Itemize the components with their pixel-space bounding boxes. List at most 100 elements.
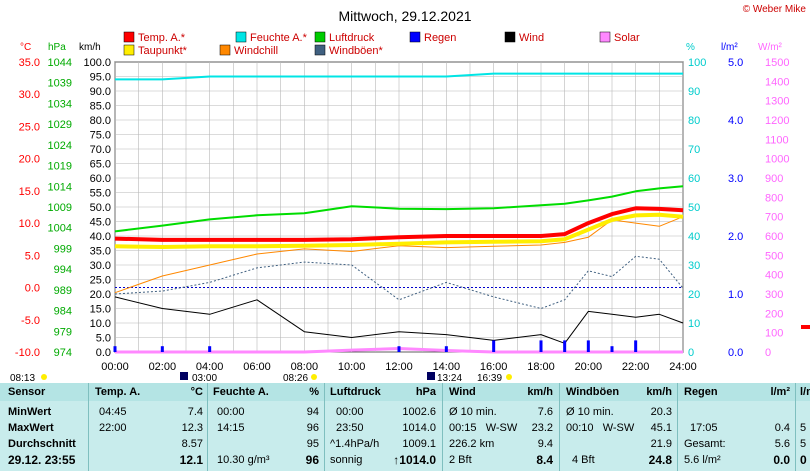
tick-label-rain: 2.0 — [728, 231, 743, 243]
tick-label-humidity: 50 — [688, 202, 700, 214]
tick-label-wind: 85.0 — [90, 101, 111, 113]
wind-beaufort: 2 Bft — [449, 454, 472, 466]
temp-min-value: 7.4 — [187, 406, 203, 418]
sun-icon — [506, 374, 512, 380]
table-header-band — [0, 383, 810, 401]
pressure-min-value: 1002.6 — [402, 406, 436, 418]
tick-label-humidity: 0 — [688, 347, 694, 359]
tick-label-pressure: 984 — [54, 306, 72, 318]
tick-label-pressure: 1029 — [48, 119, 72, 131]
legend-label: Solar — [614, 32, 640, 44]
wind-max-time-dir: 00:15 W-SW — [449, 422, 518, 434]
tick-label-time: 20:00 — [575, 361, 603, 373]
tick-label-solar: 0 — [765, 347, 771, 359]
moon-icon — [180, 372, 188, 380]
gust-max-value: 45.1 — [650, 422, 672, 434]
tick-label-humidity: 80 — [688, 115, 700, 127]
tick-label-pressure: 1014 — [48, 181, 72, 193]
wind-unit: km/h — [527, 386, 553, 398]
pressure-trend: ^1.4hPa/h — [330, 438, 380, 450]
forecast-text: sonnig — [330, 454, 363, 466]
credit-text: © Weber Mike — [743, 4, 807, 15]
series-line-taupunkt — [114, 212, 684, 249]
column-divider — [324, 383, 325, 471]
humidity-min-value: 94 — [306, 406, 319, 418]
tick-label-time: 08:00 — [291, 361, 319, 373]
series-line-wind — [114, 296, 684, 344]
series-line-windchill — [114, 216, 684, 294]
legend-swatch — [123, 44, 135, 56]
summary-table: Sensor MinWert MaxWert Durchschnitt 29.1… — [0, 383, 810, 471]
temp-unit: °C — [190, 386, 203, 398]
tick-label-wind: 15.0 — [90, 304, 111, 316]
tick-label-time: 10:00 — [338, 361, 366, 373]
column-divider — [442, 383, 443, 471]
humidity-unit: % — [309, 386, 319, 398]
tick-label-solar: 1300 — [765, 96, 789, 108]
tick-label-humidity: 90 — [688, 86, 700, 98]
wind-avg-value: 9.4 — [537, 438, 553, 450]
humidity-min-time: 00:00 — [217, 406, 245, 418]
tick-label-humidity: 20 — [688, 289, 700, 301]
tick-label-wind: 0.0 — [96, 347, 111, 359]
tick-label-time: 04:00 — [196, 361, 224, 373]
humidity-current-value: 96 — [305, 453, 319, 467]
pressure-min-time: 00:00 — [336, 406, 364, 418]
tick-label-solar: 200 — [765, 308, 783, 320]
tick-label-solar: 700 — [765, 212, 783, 224]
legend-label: Feuchte A.* — [250, 32, 308, 44]
humidity-header: Feuchte A. — [213, 386, 269, 398]
pressure-header: Luftdruck — [330, 386, 381, 398]
tick-label-wind: 55.0 — [90, 188, 111, 200]
tick-label-humidity: 60 — [688, 173, 700, 185]
tick-label-temp: -10.0 — [15, 347, 40, 359]
pressure-max-value: 1014.0 — [402, 422, 436, 434]
rain-bar — [160, 346, 164, 352]
legend-swatch — [123, 31, 135, 43]
series-line-windb-en — [114, 255, 684, 309]
tick-label-temp: 15.0 — [19, 186, 40, 198]
tick-label-wind: 5.0 — [96, 333, 111, 345]
rain-bar — [563, 340, 567, 352]
extra-value: 5 — [800, 438, 807, 450]
legend-swatch — [599, 31, 611, 43]
tick-label-wind: 75.0 — [90, 130, 111, 142]
humidity-max-time: 14:15 — [217, 422, 245, 434]
legend-swatch — [219, 44, 231, 56]
axis-unit-wind: km/h — [79, 42, 101, 53]
tick-label-time: 02:00 — [149, 361, 177, 373]
rain-bar — [492, 340, 496, 352]
tick-label-wind: 70.0 — [90, 144, 111, 156]
gust-current-value: 24.8 — [648, 453, 672, 467]
tick-label-solar: 400 — [765, 270, 783, 282]
rain-bar — [586, 340, 590, 352]
gust-avg10-value: 20.3 — [650, 406, 672, 418]
extra-value: 5 — [800, 422, 807, 434]
pressure-avg-value: 1009.1 — [402, 438, 436, 450]
row-label: Durchschnitt — [8, 438, 76, 450]
gust-unit: km/h — [646, 386, 672, 398]
tick-label-temp: 10.0 — [19, 218, 40, 230]
temp-column: Temp. A. °C 04:45 7.4 22:00 12.3 8.57 12… — [95, 383, 203, 471]
tick-label-wind: 25.0 — [90, 275, 111, 287]
humidity-column: Feuchte A. % 00:00 94 14:15 96 95 10.30 … — [213, 383, 319, 471]
gust-avg-value: 21.9 — [650, 438, 672, 450]
sunset-label: 16:39 — [477, 373, 502, 383]
tick-label-solar: 100 — [765, 328, 783, 340]
tick-label-wind: 45.0 — [90, 217, 111, 229]
tick-label-solar: 300 — [765, 289, 783, 301]
tick-label-solar: 1400 — [765, 76, 789, 88]
legend-label: Taupunkt* — [138, 45, 188, 57]
tick-label-solar: 1500 — [765, 57, 789, 69]
extra-value: 0 — [800, 453, 807, 467]
axis-unit-humidity: % — [686, 42, 695, 53]
legend-swatch — [504, 31, 516, 43]
rain-bar — [397, 346, 401, 352]
tick-label-pressure: 994 — [54, 264, 72, 276]
wind-column: Wind km/h Ø 10 min. 7.6 00:15 W-SW 23.2 … — [449, 383, 553, 471]
rain-bar — [444, 346, 448, 352]
sun-icon — [41, 374, 47, 380]
sunrise-label: 08:26 — [283, 373, 308, 383]
rain-bar — [539, 340, 543, 352]
legend-label: Regen — [424, 32, 456, 44]
